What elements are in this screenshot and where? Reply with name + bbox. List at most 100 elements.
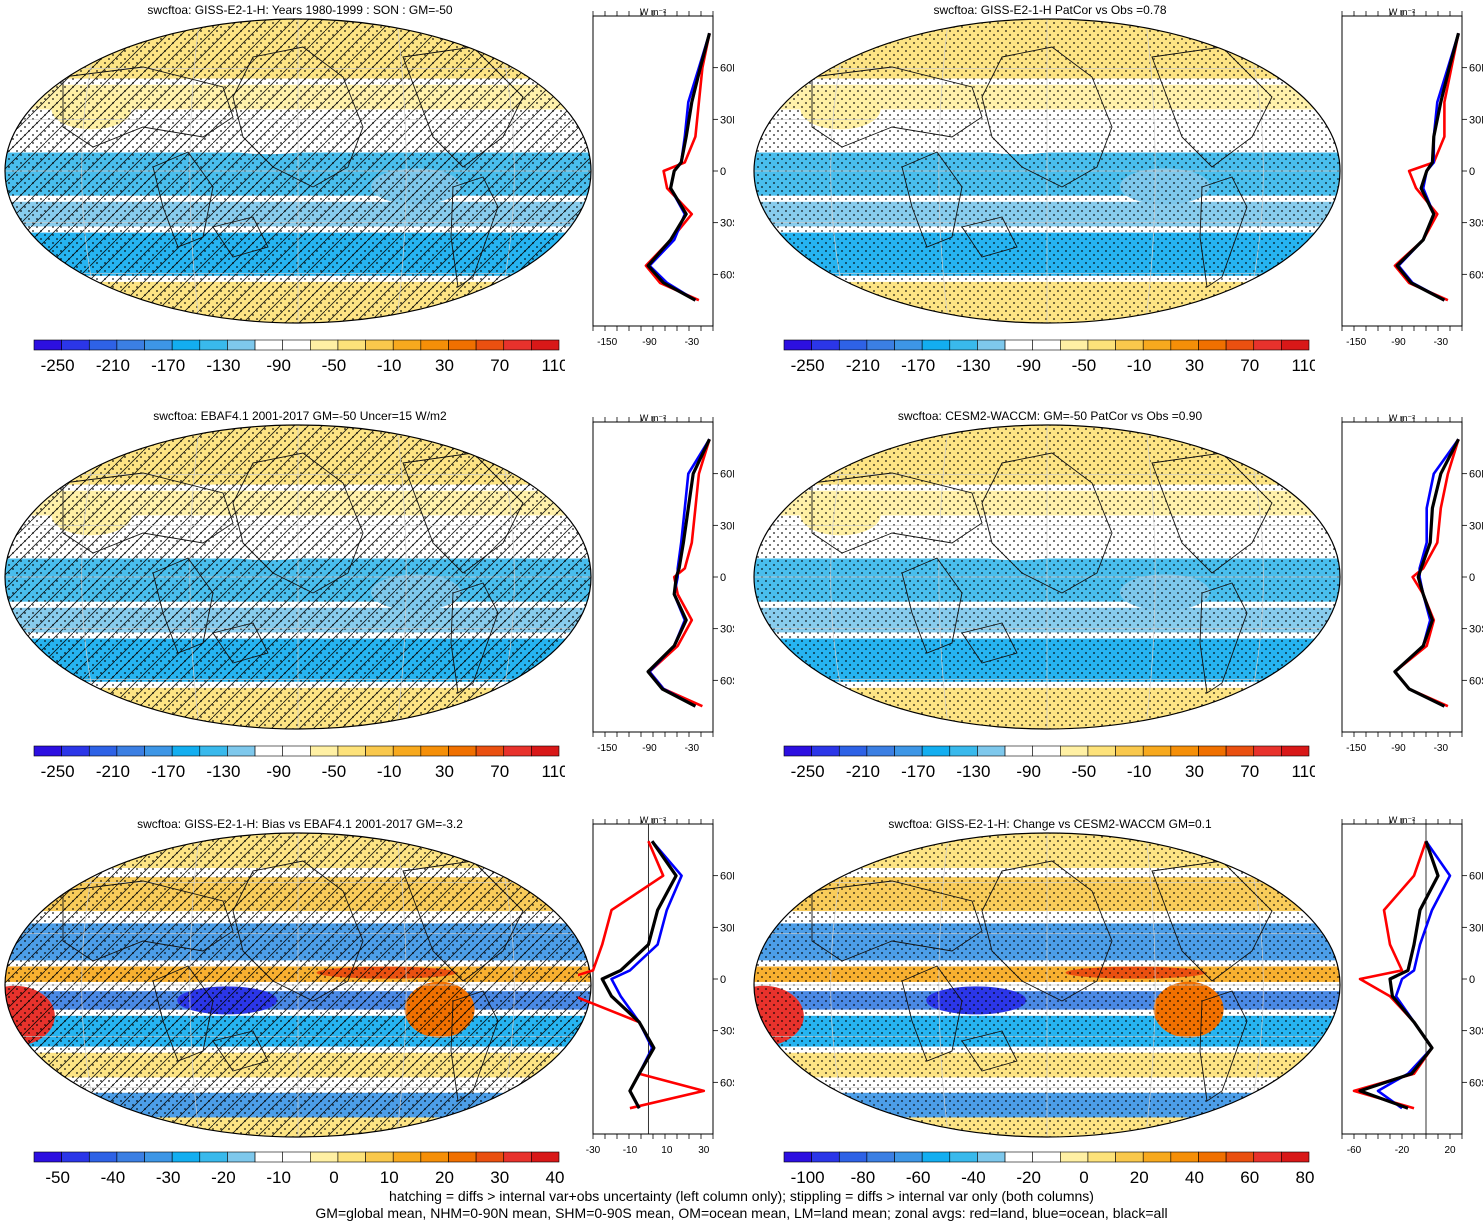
colorbar-tick-label: 0 [1079,1168,1088,1187]
zonal-x-tick-label: -30 [1434,337,1449,348]
colorbar-swatch [1281,745,1310,757]
continent-outline [1199,990,1248,1102]
colorbar-tick-label: -60 [906,1168,931,1187]
colorbar-tick-label: 70 [490,762,509,781]
zonal-svg: W m⁻²-30-10103060N30N030S60S [564,815,740,1156]
zonal-lat-label: 0 [720,974,726,986]
map-svg [753,832,1341,1138]
panel-title: swcftoa: GISS-E2-1-H: Years 1980-1999 : … [147,3,453,17]
colorbar-tick-label: -250 [41,762,75,781]
colorbar-swatch [282,1151,311,1163]
colorbar-svg: -250-210-170-130-90-50-103070110150 [783,339,1374,375]
colorbar-swatch [503,745,532,757]
zonal-lat-label: 60N [1469,469,1483,481]
colorbar-swatch [420,1151,449,1163]
colorbar-swatch [116,1151,145,1163]
colorbar-tick-label: -210 [96,356,130,375]
colorbar-tick-label: 0 [329,1168,338,1187]
zonal-lat-label: 30N [1469,114,1483,126]
colorbar-swatch [949,1151,978,1163]
colorbar-swatch [227,1151,256,1163]
colorbar-swatch [1087,745,1116,757]
map-svg [4,18,592,324]
colorbar-swatch [88,1151,118,1163]
colorbar-tick-label: 30 [435,762,454,781]
colorbar-swatch [838,1151,868,1163]
colorbar-swatch [88,339,118,351]
colorbar-swatch [475,1151,505,1163]
colorbar-swatch [337,1151,366,1163]
colorbar-swatch [448,1151,477,1163]
colorbar-swatch [894,1151,923,1163]
zonal-x-tick-label: -30 [685,337,700,348]
continent-outline [152,965,214,1062]
colorbar-swatch [1004,745,1033,757]
map-border [753,18,1341,324]
panel-title: swcftoa: CESM2-WACCM: GM=-50 PatCor vs O… [897,409,1203,423]
zonal-lat-label: 60S [720,1077,734,1089]
colorbar-swatch [61,745,90,757]
colorbar-swatch [1087,339,1116,351]
colorbar-swatch [783,339,812,351]
colorbar-swatch [116,745,145,757]
map-svg [753,424,1341,730]
colorbar-svg: -250-210-170-130-90-50-103070110150 [33,339,624,375]
colorbar-tick-label: 110 [541,762,565,781]
map [752,831,1342,1144]
zonal-lat-label: 60N [720,871,734,883]
map [3,423,593,736]
continent-outline [450,990,499,1102]
colorbar-tick-label: -130 [206,762,240,781]
colorbar-tick-label: -50 [1072,356,1097,375]
colorbar-tick-label: -130 [956,762,990,781]
colorbar-swatch [1060,1151,1089,1163]
zonal-series-black [1395,32,1461,302]
colorbar: -250-210-170-130-90-50-103070110150 [780,744,1374,789]
continent-outline [811,880,983,962]
zonal-lat-label: 30S [1469,624,1483,636]
colorbar-swatch [1032,1151,1061,1163]
colorbar-swatch [310,745,339,757]
map-border [4,18,592,324]
colorbar-swatch [1253,339,1282,351]
colorbar-tick-label: 70 [1240,356,1259,375]
zonal-lat-label: 0 [1469,166,1475,178]
colorbar-swatch [838,339,868,351]
zonal-x-tick-label: -30 [1434,743,1449,754]
colorbar-swatch [949,745,978,757]
zonal-lat-label: 30S [1469,1026,1483,1038]
colorbar-swatch [838,745,868,757]
colorbar-swatch [448,745,477,757]
colorbar-swatch [144,745,173,757]
colorbar-swatch [1198,339,1227,351]
colorbar-tick-label: 40 [1185,1168,1204,1187]
map [3,17,593,330]
colorbar-swatch [365,745,394,757]
colorbar-tick-label: -40 [961,1168,986,1187]
colorbar-swatch [475,339,505,351]
zonal-x-tick-label: -90 [1391,743,1406,754]
zonal-mean-plot: W m⁻²-30-10103060N30N030S60S [564,815,740,1166]
zonal-lat-label: 0 [1469,974,1475,986]
colorbar-swatch [392,745,422,757]
colorbar-tick-label: -100 [791,1168,825,1187]
zonal-series-red [1352,840,1434,1110]
zonal-x-tick-label: -90 [642,337,657,348]
colorbar-swatch [392,339,422,351]
colorbar-svg: -250-210-170-130-90-50-103070110150 [33,745,624,781]
footer-note-1: hatching = diffs > internal var+obs unce… [389,1188,1094,1204]
colorbar-swatch [254,745,283,757]
colorbar-swatch [448,339,477,351]
colorbar-tick-label: -90 [1016,762,1041,781]
map-border [4,424,592,730]
colorbar-svg: -250-210-170-130-90-50-103070110150 [783,745,1374,781]
colorbar-swatch [894,745,923,757]
zonal-series-red [1393,32,1460,302]
zonal-lat-label: 60N [1469,63,1483,75]
panel-title: swcftoa: EBAF4.1 2001-2017 GM=-50 Uncer=… [153,409,447,423]
colorbar-swatch [282,745,311,757]
colorbar-swatch [531,745,560,757]
colorbar-tick-label: 30 [490,1168,509,1187]
colorbar-tick-label: -10 [266,1168,291,1187]
colorbar-swatch [254,339,283,351]
